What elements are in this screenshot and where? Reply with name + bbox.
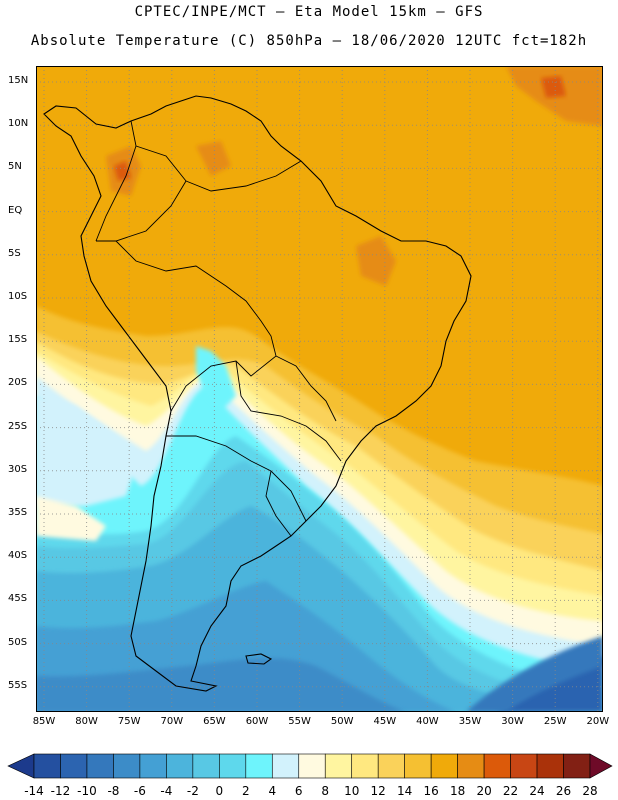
lat-tick-label: 10N xyxy=(8,118,29,130)
falkland-islands xyxy=(245,653,273,665)
colorbar-tick-label: 14 xyxy=(397,784,413,798)
colorbar-cell xyxy=(298,753,326,779)
colorbar-cell xyxy=(219,753,247,779)
lat-tick-label: 50S xyxy=(8,636,28,648)
colorbar-tick-label: 20 xyxy=(476,784,492,798)
colorbar-tick-label: -8 xyxy=(107,784,120,798)
lon-tick-label: 80W xyxy=(75,716,98,727)
temperature-map[interactable] xyxy=(36,66,603,712)
field-white-west xyxy=(36,496,106,541)
colorbar-tick-label: 22 xyxy=(502,784,519,798)
field-orange-dark-venezuela xyxy=(196,141,231,176)
lon-tick-label: 20W xyxy=(586,716,610,727)
colorbar-tick-label: 8 xyxy=(321,784,330,798)
colorbar-cell xyxy=(192,753,220,779)
lon-tick-label: 45W xyxy=(373,716,397,727)
lon-tick-label: 75W xyxy=(117,716,141,727)
south-america-coastline xyxy=(43,95,472,692)
field-red-spot-2 xyxy=(541,76,566,98)
lat-tick-label: 15S xyxy=(8,334,28,346)
colorbar-cell xyxy=(510,753,538,779)
lat-tick-label: 55S xyxy=(8,679,28,691)
colorbar-tick-label: -4 xyxy=(160,784,173,798)
colorbar-cell xyxy=(457,753,485,779)
colorbar-tick-label: 28 xyxy=(582,784,598,798)
colorbar-tick-label: -6 xyxy=(133,784,146,798)
colorbar-cell xyxy=(483,753,511,779)
colorbar-tick-label: 6 xyxy=(294,784,303,798)
colorbar xyxy=(7,753,613,779)
lon-tick-label: 65W xyxy=(203,716,226,727)
colorbar-tick-label: -12 xyxy=(50,784,71,798)
field-red-spot-1 xyxy=(114,161,131,181)
colorbar-over-arrow xyxy=(589,753,613,779)
colorbar-cell xyxy=(430,753,458,779)
lon-tick-label: 70W xyxy=(160,716,184,727)
colorbar-under-arrow xyxy=(7,753,35,779)
colorbar-cell xyxy=(33,753,61,779)
chart-title-model: CPTEC/INPE/MCT – Eta Model 15km – GFS xyxy=(134,4,484,20)
colorbar-tick-label: 10 xyxy=(344,784,360,798)
map-frame xyxy=(36,66,603,712)
lat-tick-label: EQ xyxy=(8,204,23,216)
lon-tick-label: 55W xyxy=(288,716,311,727)
lon-tick-label: 85W xyxy=(32,716,56,727)
colorbar-cell xyxy=(377,753,405,779)
field-band-m6-se xyxy=(466,636,603,712)
lon-tick-label: 30W xyxy=(501,716,524,727)
field-lightcyan-west xyxy=(36,396,136,506)
colorbar-tick-label: -14 xyxy=(24,784,44,798)
lat-tick-label: 5S xyxy=(8,247,21,259)
country-borders xyxy=(95,120,342,537)
colorbar-cell xyxy=(271,753,300,779)
lon-tick-label: 25W xyxy=(543,716,567,727)
colorbar-tick-label: 12 xyxy=(370,784,386,798)
colorbar-tick-label: 24 xyxy=(529,784,545,798)
colorbar-cell xyxy=(563,753,591,779)
colorbar-cell xyxy=(404,753,432,779)
colorbar-tick-label: -10 xyxy=(77,784,97,798)
graticule xyxy=(36,66,603,712)
colorbar-cell xyxy=(351,753,379,779)
field-cyan-andes xyxy=(196,346,236,411)
colorbar-tick-label: 2 xyxy=(241,784,250,798)
lat-tick-label: 35S xyxy=(8,507,28,518)
lon-tick-label: 40W xyxy=(416,716,439,727)
colorbar-cell xyxy=(166,753,194,779)
field-band-m6 xyxy=(36,658,406,712)
lat-tick-label: 20S xyxy=(8,377,28,389)
lat-tick-label: 45S xyxy=(8,593,28,605)
colorbar-cell xyxy=(86,753,114,779)
field-orange-dark-brazil xyxy=(356,236,396,286)
colorbar-cell xyxy=(536,753,564,779)
lat-tick-label: 15N xyxy=(8,75,29,86)
lat-tick-label: 25S xyxy=(8,420,28,432)
lon-tick-label: 60W xyxy=(245,716,269,727)
lat-tick-label: 10S xyxy=(8,291,28,302)
temperature-map-svg xyxy=(36,66,603,712)
colorbar-tick-label: 26 xyxy=(555,784,572,798)
lat-tick-label: 40S xyxy=(8,550,28,562)
colorbar-cell xyxy=(113,753,141,779)
chart-title-variable: Absolute Temperature (C) 850hPa – 18/06/… xyxy=(30,33,588,49)
colorbar-cell xyxy=(324,753,353,779)
lat-tick-label: 5N xyxy=(8,161,22,173)
colorbar-cell xyxy=(245,753,273,779)
lon-tick-label: 35W xyxy=(458,716,482,727)
colorbar-tick-label: -2 xyxy=(186,784,199,798)
colorbar-tick-label: 0 xyxy=(215,784,224,798)
colorbar-cell xyxy=(139,753,167,779)
colorbar-tick-label: 16 xyxy=(423,784,439,798)
colorbar-cell xyxy=(60,753,88,779)
colorbar-tick-label: 4 xyxy=(268,784,277,798)
lat-tick-label: 30S xyxy=(8,463,28,475)
colorbar-tick-label: 18 xyxy=(449,784,466,798)
lon-tick-label: 50W xyxy=(330,716,354,727)
